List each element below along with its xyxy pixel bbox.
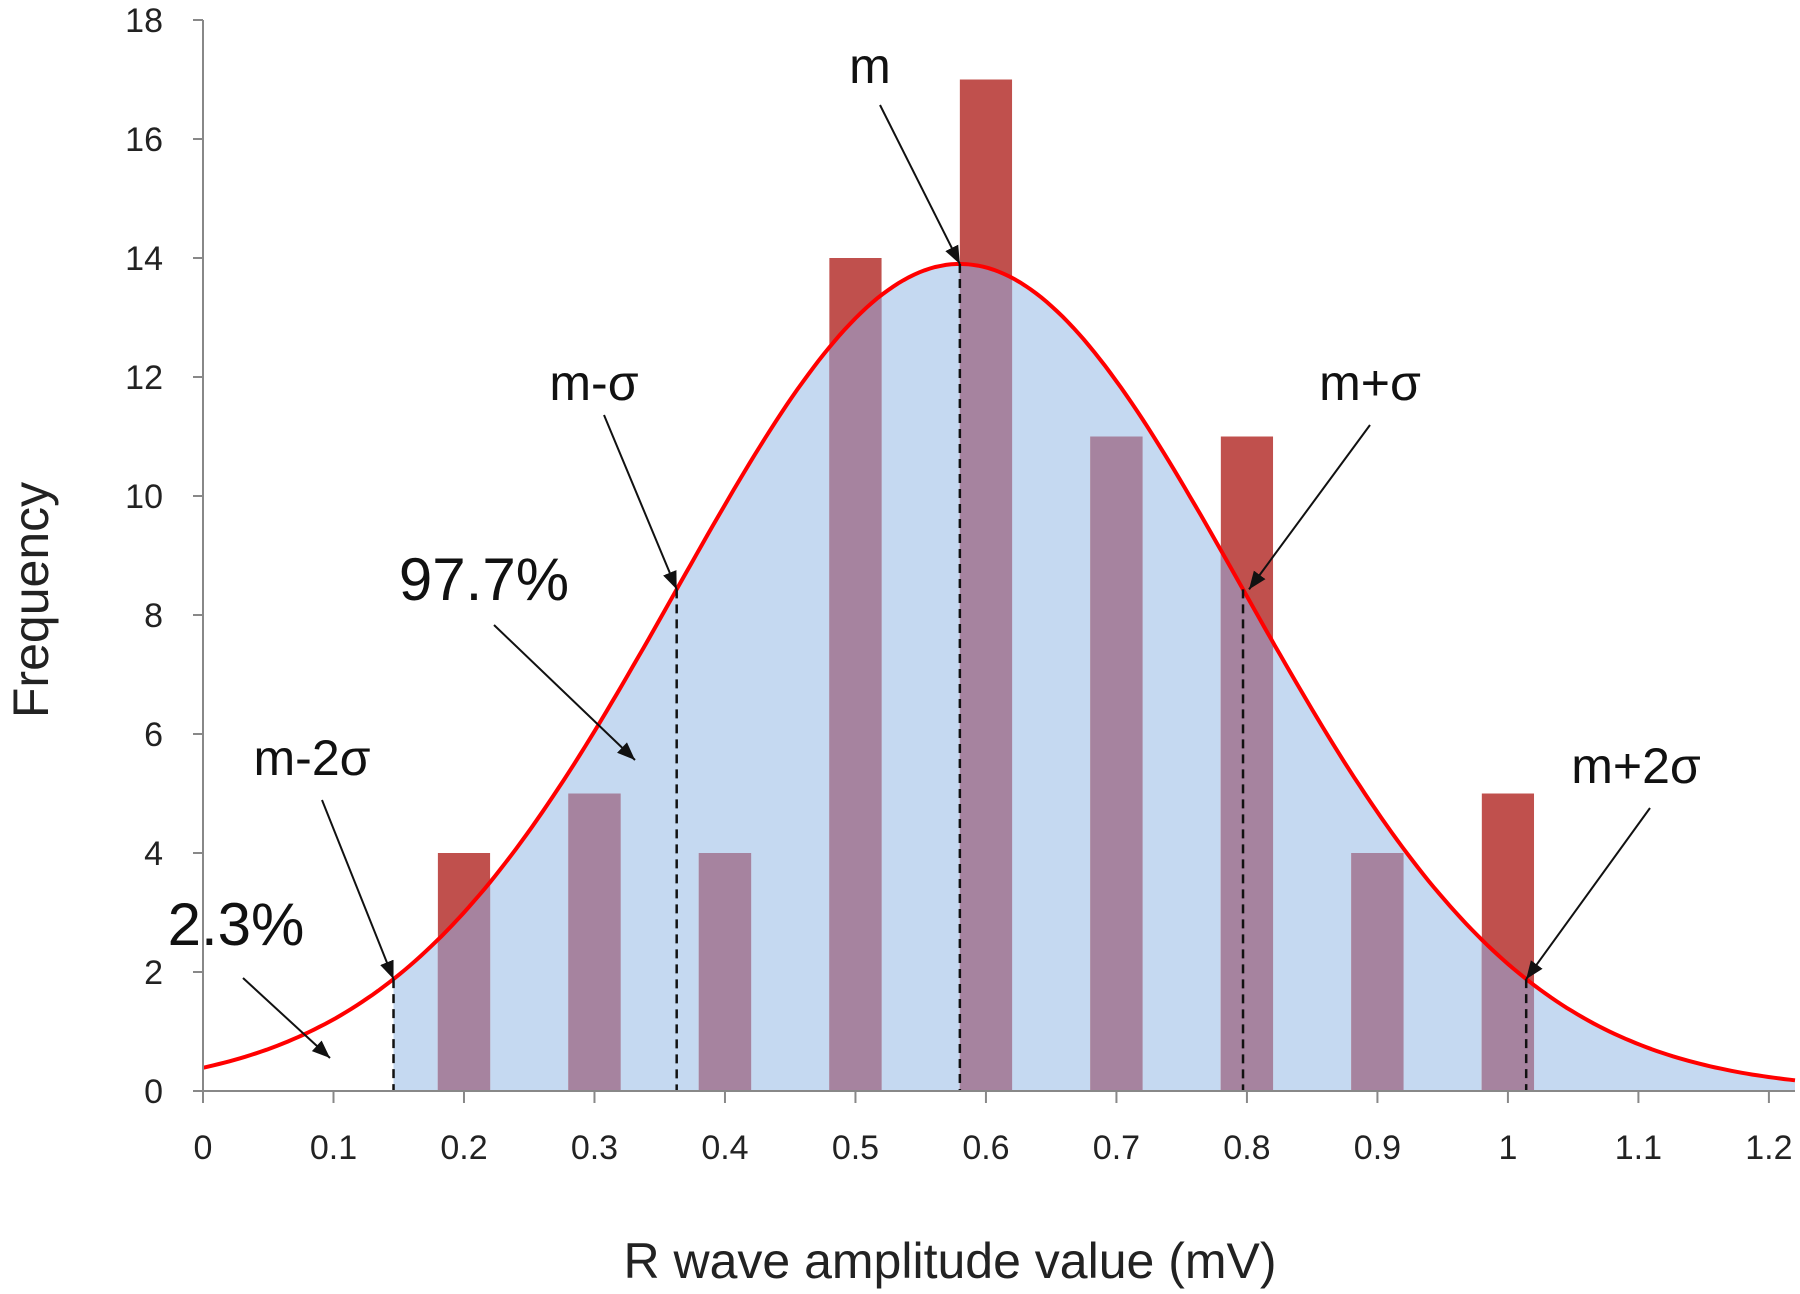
bar-overlap-2 [698, 853, 752, 1091]
y-tick-label-1: 2 [144, 954, 163, 992]
annotation-2-3-percent: 2.3% [168, 891, 305, 958]
bar-overlap-3 [829, 264, 882, 1091]
marker-label-m: m [849, 38, 891, 94]
y-tick-label-3: 6 [144, 716, 163, 754]
arrow-m-minus-2sigma [321, 799, 395, 980]
arrow-97-7-percent [493, 624, 636, 761]
marker-label-m-plus-sigma: m+σ [1319, 355, 1421, 411]
arrow-m [879, 104, 961, 265]
y-tick-label-5: 10 [125, 478, 163, 516]
x-tick-label-2: 0.2 [440, 1129, 487, 1167]
arrow-m-plus-sigma [1248, 424, 1371, 590]
marker-label-m-minus-sigma: m-σ [549, 355, 638, 411]
y-tick-label-0: 0 [144, 1073, 163, 1111]
x-axis-title: R wave amplitude value (mV) [623, 1233, 1276, 1289]
marker-label-m-minus-2sigma: m-2σ [254, 730, 371, 786]
y-tick-label-8: 16 [125, 121, 163, 159]
x-tick-label-0: 0 [194, 1129, 213, 1167]
x-tick-label-3: 0.3 [571, 1129, 618, 1167]
arrow-m-plus-2sigma [1525, 807, 1651, 980]
x-tick-label-5: 0.5 [832, 1129, 879, 1167]
bar-overlap-4 [959, 264, 1013, 1091]
x-tick-label-1: 0.1 [310, 1129, 357, 1167]
x-tick-label-12: 1.2 [1745, 1129, 1792, 1167]
y-tick-label-7: 14 [125, 240, 163, 278]
x-tick-label-10: 1 [1498, 1129, 1517, 1167]
x-tick-label-8: 0.8 [1223, 1129, 1270, 1167]
x-tick-label-11: 1.1 [1615, 1129, 1662, 1167]
bar-overlap-1 [568, 793, 621, 1091]
bar-overlap-5 [1090, 436, 1143, 1091]
normal-curve-line [202, 262, 1796, 1083]
x-tick-label-7: 0.7 [1093, 1129, 1140, 1167]
annotation-97-7-percent: 97.7% [399, 546, 569, 613]
y-tick-label-2: 4 [144, 835, 163, 873]
y-tick-label-6: 12 [125, 359, 163, 397]
x-tick-label-4: 0.4 [701, 1129, 748, 1167]
x-tick-label-9: 0.9 [1354, 1129, 1401, 1167]
y-tick-label-4: 8 [144, 597, 163, 635]
bar-overlap-7 [1351, 853, 1404, 1091]
arrow-m-minus-sigma [603, 414, 678, 590]
x-tick-label-6: 0.6 [962, 1129, 1009, 1167]
y-axis-title: Frequency [3, 482, 59, 718]
marker-label-m-plus-2sigma: m+2σ [1571, 738, 1701, 794]
arrow-2-3-percent [242, 977, 331, 1059]
y-tick-label-9: 18 [125, 2, 163, 40]
